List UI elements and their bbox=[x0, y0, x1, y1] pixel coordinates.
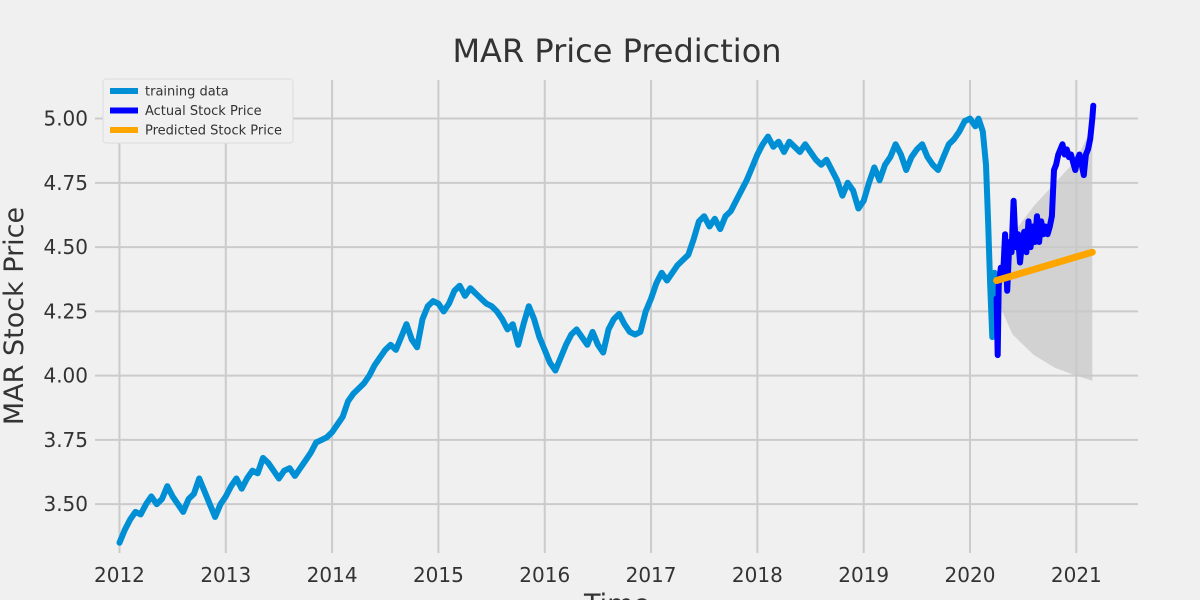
x-tick-label: 2019 bbox=[838, 563, 889, 587]
x-tick-label: 2017 bbox=[626, 563, 677, 587]
y-tick-label: 4.00 bbox=[43, 364, 88, 388]
legend-box bbox=[102, 78, 294, 144]
y-tick-label: 4.25 bbox=[43, 299, 88, 323]
x-tick-label: 2013 bbox=[200, 563, 251, 587]
x-tick-label: 2015 bbox=[413, 563, 464, 587]
x-axis-label: Time bbox=[583, 589, 650, 600]
y-tick-label: 4.50 bbox=[43, 235, 88, 259]
x-axis-ticks: 2012 2013 2014 2015 2016 2017 2018 2019 2020 2021 bbox=[94, 563, 1102, 587]
x-tick-label: 2021 bbox=[1051, 563, 1102, 587]
chart-title: MAR Price Prediction bbox=[452, 32, 781, 70]
training-data-line bbox=[116, 115, 1000, 546]
confidence-band-layer bbox=[996, 126, 1093, 381]
x-tick-label: 2020 bbox=[945, 563, 996, 587]
y-tick-label: 3.75 bbox=[43, 428, 88, 452]
y-axis-label: MAR Stock Price bbox=[0, 207, 30, 425]
x-tick-label: 2012 bbox=[94, 563, 145, 587]
legend-label: training data bbox=[145, 85, 229, 100]
y-tick-label: 5.00 bbox=[43, 107, 88, 131]
legend: training data Actual Stock Price Predicted… bbox=[102, 78, 294, 144]
y-tick-label: 4.75 bbox=[43, 171, 88, 195]
legend-label: Predicted Stock Price bbox=[145, 124, 282, 139]
x-tick-label: 2018 bbox=[732, 563, 783, 587]
x-tick-label: 2016 bbox=[519, 563, 570, 587]
predicted-price-line bbox=[993, 248, 1096, 284]
x-tick-label: 2014 bbox=[307, 563, 358, 587]
y-tick-label: 3.50 bbox=[43, 492, 88, 516]
legend-label: Actual Stock Price bbox=[145, 104, 262, 119]
confidence-band bbox=[996, 126, 1093, 381]
y-axis-ticks: 3.50 3.75 4.00 4.25 4.50 4.75 5.00 bbox=[43, 107, 88, 517]
series-layer bbox=[116, 102, 1097, 546]
actual-price-line bbox=[993, 102, 1097, 359]
